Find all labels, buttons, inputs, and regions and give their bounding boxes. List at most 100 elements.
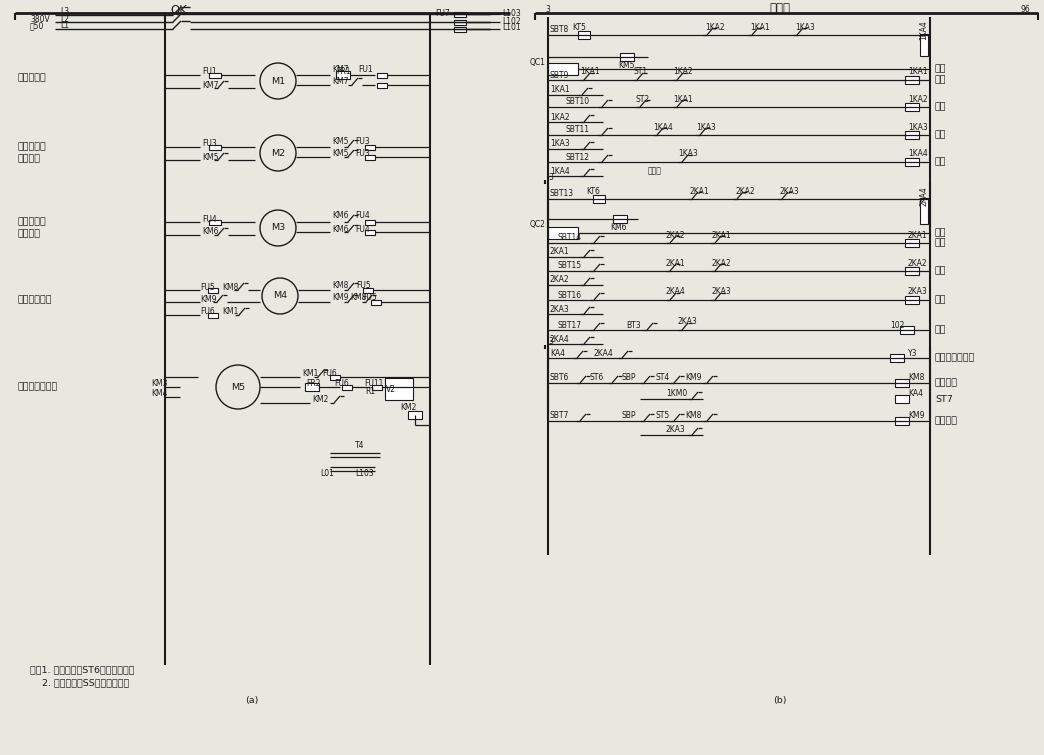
- Text: L3: L3: [60, 8, 69, 17]
- Bar: [613, 215, 627, 223]
- Text: KM4: KM4: [151, 390, 168, 399]
- Text: KM9: KM9: [685, 374, 702, 383]
- Text: KM8: KM8: [685, 411, 702, 421]
- Text: 1KA2: 1KA2: [705, 23, 725, 32]
- Text: 2KA2: 2KA2: [735, 186, 755, 196]
- Text: KM6: KM6: [332, 211, 349, 220]
- Text: SBT13: SBT13: [550, 190, 574, 199]
- Text: KT6: KT6: [586, 186, 600, 196]
- Text: KM8: KM8: [332, 281, 349, 289]
- Text: 2KA3: 2KA3: [908, 288, 928, 297]
- Text: KA4: KA4: [550, 349, 565, 358]
- Text: 向下: 向下: [935, 158, 947, 167]
- Text: 2KA3: 2KA3: [666, 426, 686, 434]
- Text: FU6: FU6: [322, 368, 337, 378]
- Text: 96: 96: [1020, 5, 1030, 14]
- Text: 2KA1: 2KA1: [908, 230, 928, 239]
- Text: FU7: FU7: [435, 8, 450, 17]
- Text: 2KA4: 2KA4: [550, 334, 570, 344]
- Text: 1KA3: 1KA3: [550, 140, 570, 149]
- Text: 1KA2: 1KA2: [550, 112, 570, 122]
- Text: 2KA3: 2KA3: [711, 288, 731, 297]
- Bar: [330, 374, 340, 380]
- Text: SBT9: SBT9: [550, 70, 569, 79]
- Text: 1KA3: 1KA3: [678, 149, 697, 159]
- Text: 侧刀架快速: 侧刀架快速: [18, 217, 47, 226]
- Text: 向右: 向右: [935, 103, 947, 112]
- Bar: [377, 72, 387, 78]
- Text: 1KA4: 1KA4: [550, 167, 570, 175]
- Bar: [905, 296, 919, 304]
- Text: FU6: FU6: [200, 307, 215, 316]
- Bar: [548, 63, 578, 75]
- Text: L01: L01: [321, 469, 334, 477]
- Text: 1KA1: 1KA1: [550, 85, 570, 94]
- Text: M2: M2: [271, 149, 285, 158]
- Text: 2KA2: 2KA2: [908, 258, 928, 267]
- Text: 3: 3: [548, 337, 553, 347]
- Text: KM1: KM1: [222, 307, 238, 316]
- Text: 1KA1: 1KA1: [580, 67, 599, 76]
- Text: FU11: FU11: [364, 378, 383, 387]
- Text: FU4: FU4: [355, 224, 370, 233]
- Text: 丰刀架快速: 丰刀架快速: [18, 143, 47, 152]
- Text: 向左: 向左: [935, 239, 947, 248]
- Bar: [209, 144, 221, 149]
- Text: QC1: QC1: [529, 57, 545, 66]
- Bar: [365, 220, 375, 224]
- Text: 向上: 向上: [935, 131, 947, 140]
- Bar: [889, 354, 904, 362]
- Text: L1: L1: [60, 21, 69, 30]
- Text: 油泵电动机: 油泵电动机: [18, 73, 47, 82]
- Text: BT3: BT3: [626, 321, 641, 329]
- Text: ST2: ST2: [636, 94, 650, 103]
- Bar: [920, 198, 928, 224]
- Text: ST1: ST1: [633, 67, 647, 76]
- Text: 立刀架: 立刀架: [769, 2, 790, 16]
- Text: SBT14: SBT14: [557, 233, 583, 242]
- Text: ST4: ST4: [655, 374, 669, 383]
- Text: 2KA2: 2KA2: [550, 276, 570, 285]
- Text: SBT12: SBT12: [566, 153, 590, 162]
- Text: KT5: KT5: [572, 23, 586, 32]
- Text: (b): (b): [774, 695, 787, 704]
- Text: ST7: ST7: [935, 395, 953, 403]
- Text: QK: QK: [170, 4, 187, 17]
- Bar: [895, 379, 909, 387]
- Bar: [905, 239, 919, 247]
- Text: 快速: 快速: [935, 64, 947, 73]
- Text: KM2: KM2: [312, 396, 329, 405]
- Text: 向上: 向上: [935, 295, 947, 304]
- Bar: [208, 288, 218, 292]
- Bar: [454, 26, 466, 32]
- Text: 2. 变速完成后SS开关被压开。: 2. 变速完成后SS开关被压开。: [30, 679, 129, 688]
- Text: KM9: KM9: [908, 411, 925, 421]
- Text: KM5: KM5: [332, 149, 349, 159]
- Text: KM7: KM7: [332, 64, 349, 73]
- Bar: [377, 82, 387, 88]
- Text: 侧刀架: 侧刀架: [648, 167, 662, 175]
- Text: T4: T4: [355, 440, 364, 449]
- Bar: [620, 53, 634, 61]
- Text: FU5: FU5: [200, 282, 215, 291]
- Text: 1KA2: 1KA2: [908, 94, 928, 103]
- Text: 1KA2: 1KA2: [673, 67, 692, 76]
- Text: 移动电机: 移动电机: [18, 155, 41, 164]
- Bar: [895, 417, 909, 425]
- Text: R1: R1: [365, 387, 375, 396]
- Bar: [548, 227, 578, 239]
- Text: 1KA4: 1KA4: [920, 20, 928, 40]
- Text: KM1: KM1: [302, 368, 318, 378]
- Text: FU1: FU1: [201, 67, 216, 76]
- Bar: [363, 288, 373, 292]
- Text: L102: L102: [502, 17, 521, 26]
- Text: KM8: KM8: [908, 374, 924, 383]
- Text: 2KA2: 2KA2: [711, 258, 731, 267]
- Text: SBT11: SBT11: [566, 125, 590, 134]
- Bar: [920, 34, 928, 56]
- Text: 工作台驱动电机: 工作台驱动电机: [18, 383, 58, 392]
- Text: 2KA1: 2KA1: [550, 248, 570, 257]
- Bar: [895, 395, 909, 403]
- Text: V2: V2: [386, 384, 396, 393]
- Text: 3: 3: [545, 5, 550, 14]
